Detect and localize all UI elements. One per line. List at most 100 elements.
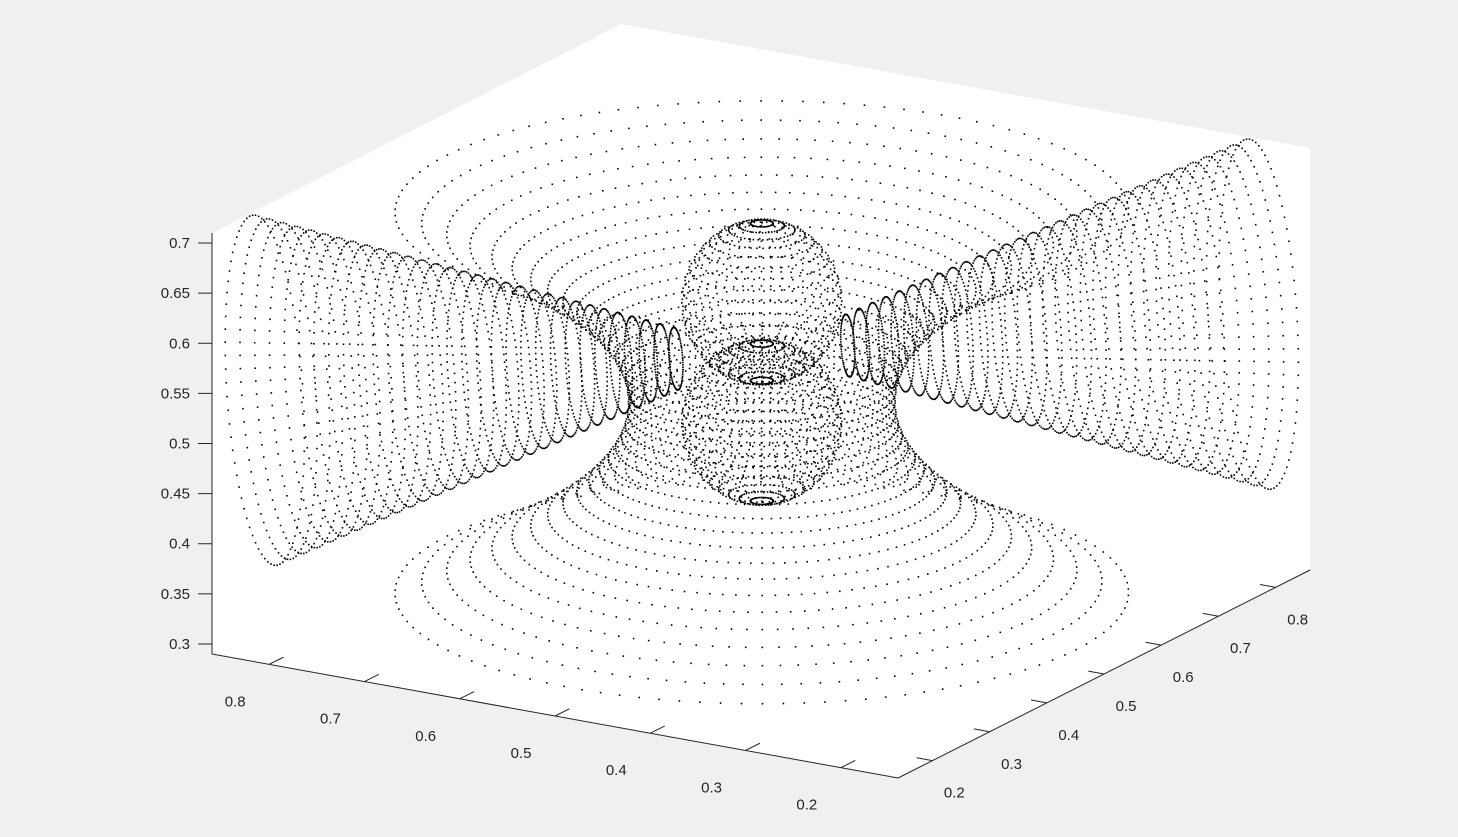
scatter-point <box>610 488 612 491</box>
scatter-point <box>893 413 895 415</box>
scatter-point <box>920 343 922 346</box>
scatter-point <box>850 460 853 462</box>
scatter-point <box>600 499 602 501</box>
scatter-point <box>607 456 610 458</box>
scatter-point <box>656 570 658 572</box>
scatter-point <box>657 352 660 354</box>
scatter-point <box>551 276 553 279</box>
scatter-point <box>843 102 845 105</box>
scatter-point <box>727 157 729 159</box>
scatter-point <box>677 306 680 309</box>
scatter-point <box>581 380 583 382</box>
scatter-point <box>895 344 898 347</box>
scatter-point <box>809 352 812 355</box>
scatter-point <box>628 406 630 408</box>
scatter-point <box>739 435 742 438</box>
scatter-point <box>489 213 491 215</box>
scatter-point <box>866 456 868 459</box>
scatter-point <box>712 576 715 579</box>
scatter-point <box>1023 133 1026 135</box>
scatter-point <box>636 362 639 364</box>
scatter-point <box>737 353 739 356</box>
scatter-point <box>901 431 903 433</box>
scatter-point <box>616 311 619 314</box>
scatter-point <box>575 524 578 526</box>
scatter-point <box>823 473 825 475</box>
scatter-point <box>500 285 502 287</box>
scatter-point <box>976 501 978 504</box>
scatter-point <box>561 664 564 666</box>
scatter-point <box>575 156 577 159</box>
scatter-point <box>606 652 609 655</box>
scatter-point <box>595 573 598 576</box>
scatter-point <box>655 323 658 325</box>
scatter-point <box>608 349 610 352</box>
scatter-point <box>625 367 627 369</box>
scatter-point <box>613 448 615 451</box>
scatter-point <box>809 272 811 275</box>
scatter-point <box>601 331 604 333</box>
scatter-point <box>768 430 771 433</box>
scatter-point <box>839 357 842 359</box>
scatter-point <box>786 208 789 211</box>
scatter-point <box>965 309 967 311</box>
scatter-point <box>1078 617 1080 620</box>
scatter-point <box>821 460 824 463</box>
scatter-point <box>1005 251 1008 254</box>
scatter-point <box>902 367 905 370</box>
scatter-point <box>612 318 614 320</box>
scatter-point <box>668 454 671 457</box>
scatter-point <box>427 257 430 260</box>
scatter-point <box>778 391 781 394</box>
scatter-point <box>474 530 476 532</box>
scatter-point <box>653 553 656 555</box>
scatter-point <box>810 487 812 490</box>
scatter-point <box>744 400 747 403</box>
scatter-point <box>595 378 598 380</box>
scatter-point <box>646 422 649 425</box>
scatter-point <box>626 331 629 333</box>
scatter-point <box>875 325 877 328</box>
scatter-point <box>918 346 920 349</box>
scatter-point <box>618 390 621 392</box>
scatter-point <box>770 503 772 506</box>
scatter-point <box>894 354 897 357</box>
scatter-point <box>594 339 596 342</box>
scatter-point <box>894 431 897 434</box>
scatter-point <box>581 306 583 309</box>
scatter-point <box>747 208 749 211</box>
scatter-point <box>554 359 557 361</box>
scatter-point <box>554 417 557 420</box>
scatter-point <box>623 291 626 293</box>
scatter-point <box>688 356 690 358</box>
scatter-point <box>646 369 648 372</box>
scatter-point <box>906 186 909 189</box>
scatter-point <box>783 372 786 375</box>
scatter-point <box>1051 550 1054 552</box>
scatter-point <box>600 462 602 464</box>
scatter-point <box>612 417 614 419</box>
scatter-point <box>742 138 744 140</box>
scatter-point <box>853 409 856 411</box>
scatter-point <box>858 449 860 452</box>
scatter-point <box>998 558 1001 561</box>
scatter-point <box>828 528 831 530</box>
scatter-point <box>424 595 426 598</box>
scatter-point <box>844 229 846 232</box>
scatter-point <box>845 358 848 361</box>
scatter-point <box>544 306 547 308</box>
scatter-point <box>656 326 658 328</box>
scatter-point <box>721 209 723 211</box>
scatter-point <box>547 432 550 434</box>
scatter-point <box>871 334 874 337</box>
scatter-point <box>933 475 935 477</box>
scatter-point <box>459 533 462 535</box>
scatter-point <box>509 453 511 456</box>
scatter-point <box>648 400 650 402</box>
scatter-point <box>398 608 400 610</box>
scatter-point <box>686 389 689 391</box>
scatter-point <box>705 560 707 562</box>
scatter-point <box>685 498 688 500</box>
scatter-point <box>659 417 662 419</box>
scatter-point <box>473 276 475 278</box>
